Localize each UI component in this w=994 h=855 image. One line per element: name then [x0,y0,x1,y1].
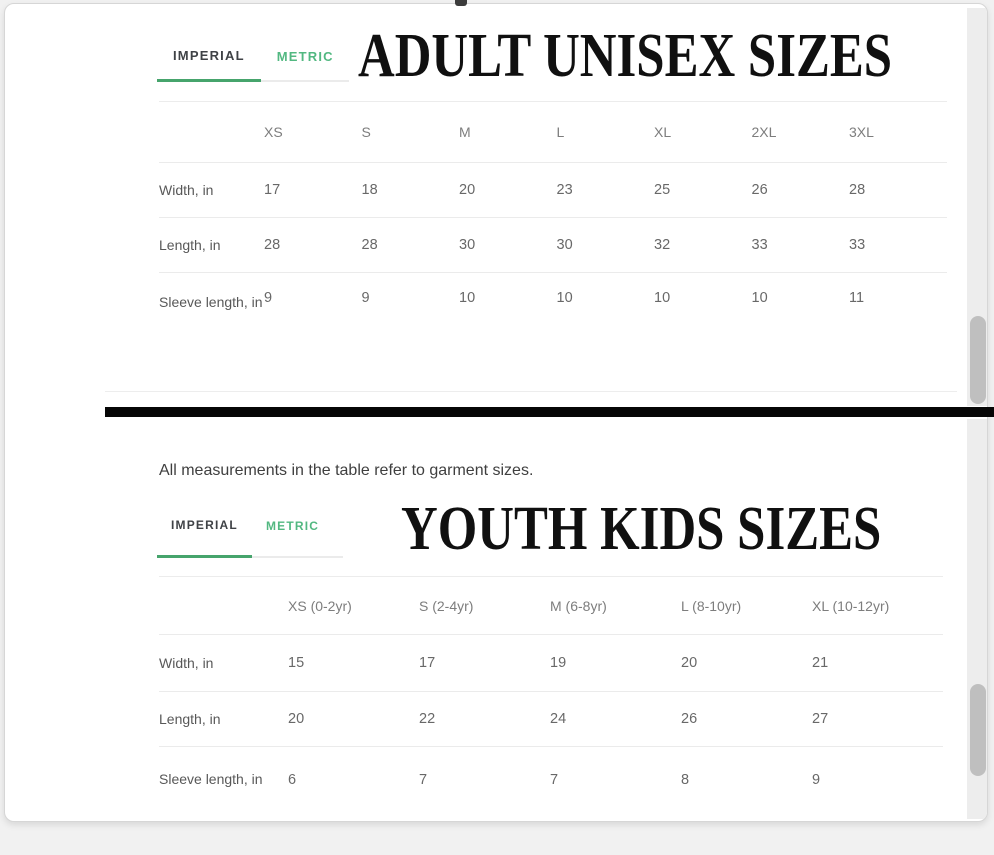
youth-row-label: Length, in [159,692,288,747]
youth-cell: 21 [812,635,943,692]
adult-cell: 18 [361,163,459,218]
youth-cell: 26 [681,692,812,747]
youth-widget-scrollbar[interactable] [967,419,987,819]
youth-cell: 27 [812,692,943,747]
youth-col-header: S (2-4yr) [419,577,550,635]
adult-col-header: 2XL [751,102,849,163]
adult-widget-scrollbar-thumb[interactable] [970,316,986,404]
adult-cell: 10 [751,290,768,306]
adult-cell: 20 [459,163,557,218]
adult-row-label: Width, in [159,163,264,218]
adult-row-label: Sleeve length, in [159,294,263,310]
youth-cell: 15 [288,635,419,692]
youth-title: YOUTH KIDS SIZES [401,495,882,563]
youth-col-header: XS (0-2yr) [288,577,419,635]
adult-title: ADULT UNISEX SIZES [358,22,893,90]
adult-col-header: 3XL [849,102,947,163]
youth-unit-tabbar: IMPERIAL METRIC [157,518,343,558]
youth-col-header: XL (10-12yr) [812,577,943,635]
adult-cell: 10 [459,290,476,306]
adult-cell: 28 [361,218,459,273]
youth-cell: 20 [288,692,419,747]
youth-cell: 24 [550,692,681,747]
youth-tab-metric[interactable]: METRIC [265,519,320,533]
youth-cell: 20 [681,635,812,692]
adult-cell: 23 [556,163,654,218]
adult-cell: 26 [751,163,849,218]
youth-col-header: M (6-8yr) [550,577,681,635]
youth-cell: 22 [419,692,550,747]
youth-cell: 8 [681,771,690,788]
adult-cell: 10 [556,290,573,306]
adult-cell: 9 [361,290,370,306]
youth-cell: 17 [419,635,550,692]
adult-cell: 17 [264,163,362,218]
adult-cell: 30 [556,218,654,273]
adult-tab-imperial[interactable]: IMPERIAL [157,48,261,82]
youth-cell: 9 [812,771,821,788]
youth-cell: 7 [550,771,559,788]
youth-cell: 19 [550,635,681,692]
adult-col-header: L [556,102,654,163]
adult-col-header: S [361,102,459,163]
adult-widget-bottom-line [105,391,957,392]
measurement-note: All measurements in the table refer to g… [159,462,534,479]
adult-cell: 28 [849,163,947,218]
adult-tab-metric[interactable]: METRIC [276,49,334,64]
adult-cell: 10 [654,290,671,306]
youth-cell: 7 [419,771,428,788]
adult-corner-cell [159,102,264,163]
youth-cell: 6 [288,771,297,788]
adult-col-header: M [459,102,557,163]
adult-cell: 9 [264,290,273,306]
adult-col-header: XS [264,102,362,163]
section-divider-bar [105,407,994,417]
youth-size-table: XS (0-2yr) S (2-4yr) M (6-8yr) L (8-10yr… [159,576,943,812]
adult-widget-scrollbar[interactable] [967,8,987,406]
youth-row-label: Sleeve length, in [159,771,263,787]
adult-cell: 32 [654,218,752,273]
adult-unit-tabbar: IMPERIAL METRIC [157,48,349,82]
youth-row-label: Width, in [159,635,288,692]
adult-cell: 25 [654,163,752,218]
youth-corner-cell [159,577,288,635]
youth-col-header: L (8-10yr) [681,577,812,635]
adult-cell: 30 [459,218,557,273]
adult-cell: 33 [849,218,947,273]
adult-size-table: XS S M L XL 2XL 3XL Width, in 17 18 20 2… [159,101,947,348]
youth-widget-scrollbar-thumb[interactable] [970,684,986,776]
adult-cell: 33 [751,218,849,273]
youth-tab-imperial[interactable]: IMPERIAL [157,518,252,558]
adult-row-label: Length, in [159,218,264,273]
cropped-text-remnant [455,0,467,6]
adult-cell: 11 [849,290,865,306]
adult-col-header: XL [654,102,752,163]
adult-cell: 28 [264,218,362,273]
